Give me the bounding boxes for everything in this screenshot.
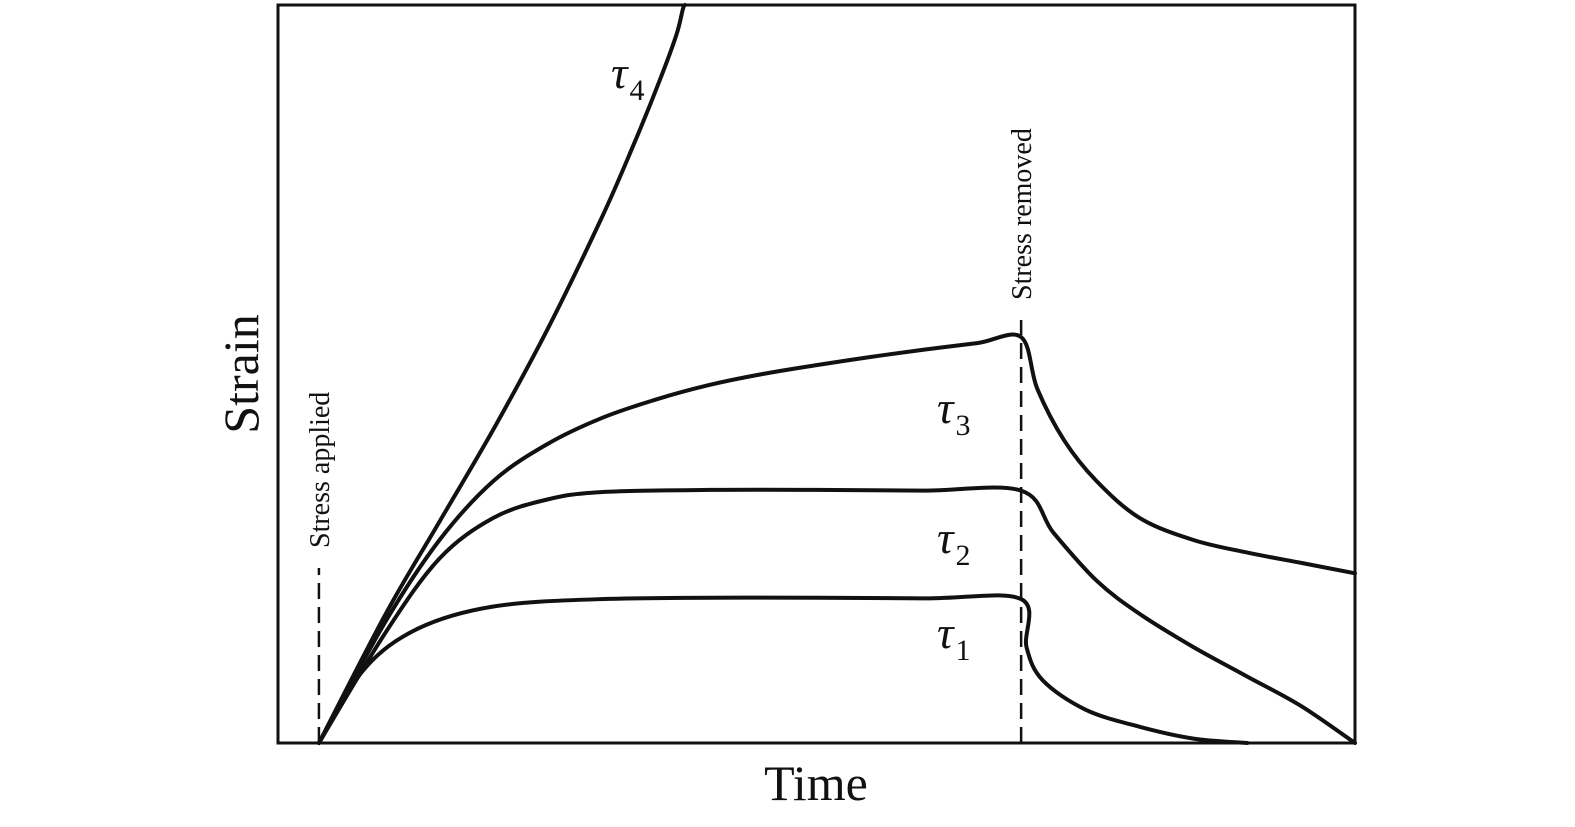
x-axis-title: Time <box>764 755 868 811</box>
curve-tau-3 <box>316 332 1357 745</box>
series-label-tau-3: τ3 <box>937 382 970 442</box>
curve-tau-2 <box>316 485 1357 745</box>
y-axis-title: Strain <box>213 314 269 433</box>
series-label-tau-4: τ4 <box>611 47 644 107</box>
event-lines: Stress applied Stress removed <box>305 128 1038 743</box>
curves <box>316 3 1357 745</box>
series-labels: τ1 τ2 τ3 τ4 <box>611 47 970 667</box>
curve-tau-1 <box>316 593 1250 745</box>
series-label-tau-2: τ2 <box>937 512 970 572</box>
event-label-2: Stress removed <box>1007 128 1038 300</box>
plot-frame <box>276 3 1357 745</box>
series-label-tau-1: τ1 <box>937 607 970 667</box>
event-label-1: Stress applied <box>305 392 336 548</box>
curve-tau-4 <box>316 3 688 745</box>
